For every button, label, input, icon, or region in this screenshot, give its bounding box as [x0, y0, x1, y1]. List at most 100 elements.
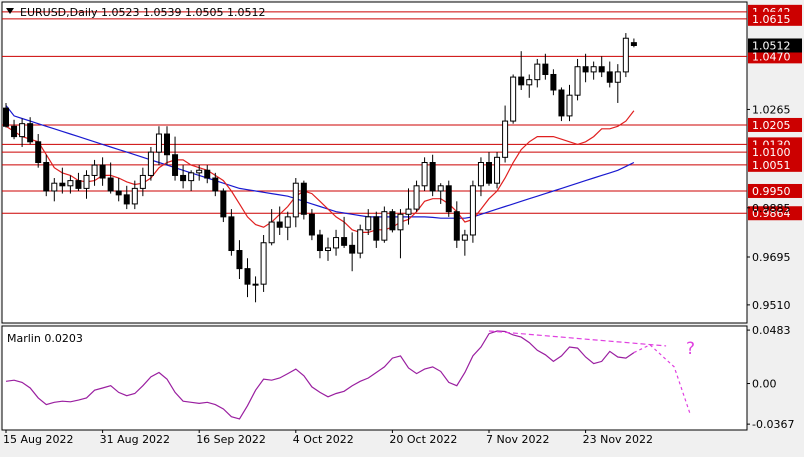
candle-body: [518, 76, 525, 86]
candle-76: [614, 64, 621, 103]
candle-body: [502, 120, 509, 158]
candle-body: [534, 63, 541, 81]
candle-body: [606, 71, 613, 83]
level-label-1.0205-box: [748, 117, 802, 132]
candle-body: [341, 237, 348, 246]
candle-41: [333, 229, 340, 256]
candle-body: [75, 180, 82, 189]
candle-body: [91, 164, 98, 176]
level-label-0.9864-box: [748, 206, 802, 221]
osc-tick-0.00: 0.00: [752, 378, 777, 391]
level-label-0.9950-text: 0.9950: [752, 185, 791, 198]
candle-body: [373, 216, 380, 241]
candle-body: [469, 185, 476, 236]
level-label-0.9864-text: 0.9864: [752, 207, 791, 220]
candle-body: [461, 234, 468, 241]
candle-66: [534, 58, 541, 88]
candle-body: [220, 190, 227, 218]
candle-body: [59, 182, 66, 187]
candle-20: [164, 126, 170, 166]
candle-body: [494, 156, 501, 184]
candle-70: [566, 84, 573, 122]
candle-body: [204, 169, 211, 179]
candle-9: [75, 172, 82, 191]
time-label-1: 31 Aug 2022: [100, 433, 170, 446]
candle-75: [606, 61, 613, 88]
candle-body: [244, 268, 251, 285]
candle-38: [308, 209, 315, 241]
candle-15: [123, 185, 130, 210]
level-label-1.0051: 1.0051: [748, 157, 802, 172]
time-label-5: 7 Nov 2022: [486, 433, 549, 446]
level-label-1.0470-box: [748, 49, 802, 64]
candle-21: [172, 136, 179, 181]
candle-17: [139, 167, 146, 197]
candle-body: [268, 221, 275, 244]
candle-7: [59, 167, 66, 194]
candle-57: [461, 229, 468, 256]
candle-body: [19, 123, 26, 138]
candle-body: [83, 174, 90, 189]
candle-56: [453, 201, 460, 248]
time-label-4: 20 Oct 2022: [389, 433, 457, 446]
time-label-3: 4 Oct 2022: [293, 433, 354, 446]
price-tick-1.0265: 1.0265: [752, 103, 791, 116]
candle-19: [155, 126, 162, 166]
indicator-label: Marlin 0.0203: [7, 332, 83, 345]
candle-body: [437, 185, 444, 192]
candle-body: [131, 187, 138, 205]
candle-6: [51, 178, 58, 202]
level-label-1.0051-box: [748, 157, 802, 172]
candle-54: [437, 183, 444, 204]
candle-60: [486, 152, 492, 186]
collapse-triangle-icon[interactable]: [6, 8, 14, 14]
candle-body: [389, 211, 396, 231]
level-label-0.9950-box: [748, 183, 802, 198]
candle-body: [3, 107, 9, 127]
current-price-label: 1.0512: [748, 38, 802, 53]
candle-30: [244, 258, 251, 298]
candle-48: [389, 209, 396, 233]
candle-18: [147, 146, 154, 181]
level-label-1.0205-text: 1.0205: [752, 119, 791, 132]
main-plot-area[interactable]: [1, 1, 748, 324]
osc-tick--0.0367: -0.0367: [752, 418, 794, 431]
candle-13: [107, 162, 114, 194]
candle-2: [19, 118, 26, 147]
candle-59: [477, 157, 484, 197]
candle-40: [325, 237, 331, 261]
candle-36: [292, 178, 299, 228]
candle-body: [574, 66, 581, 96]
candle-1: [11, 119, 18, 140]
osc-tick-0.0483: 0.0483: [752, 324, 791, 337]
candle-29: [236, 240, 243, 279]
marlin-oscillator: 0.0483 0.00 -0.0367: [5, 324, 794, 431]
candle-22: [180, 165, 187, 189]
candle-body: [292, 182, 299, 218]
candle-body: [139, 174, 146, 189]
candle-body: [558, 89, 565, 117]
candle-52: [421, 157, 428, 191]
level-label-0.9864: 0.9864: [748, 206, 802, 221]
price-tick-0.9510: 0.9510: [752, 299, 791, 312]
candle-67: [542, 53, 549, 80]
level-label-1.0470-text: 1.0470: [752, 50, 791, 63]
candle-body: [155, 133, 162, 153]
candle-8: [67, 175, 74, 194]
candle-71: [574, 58, 581, 101]
candle-body: [590, 66, 597, 73]
candle-23: [188, 170, 195, 191]
indicator-plot-area[interactable]: [1, 325, 748, 431]
level-label-1.0051-text: 1.0051: [752, 159, 791, 172]
candle-body: [357, 229, 364, 254]
candle-body: [67, 180, 74, 187]
candle-body: [123, 194, 130, 205]
candle-body: [486, 162, 492, 184]
level-label-1.0100: 1.0100: [748, 145, 802, 160]
candle-body: [381, 211, 388, 241]
candle-51: [413, 180, 420, 212]
candle-46: [373, 211, 380, 248]
candle-body: [260, 242, 267, 285]
candle-69: [558, 87, 565, 122]
